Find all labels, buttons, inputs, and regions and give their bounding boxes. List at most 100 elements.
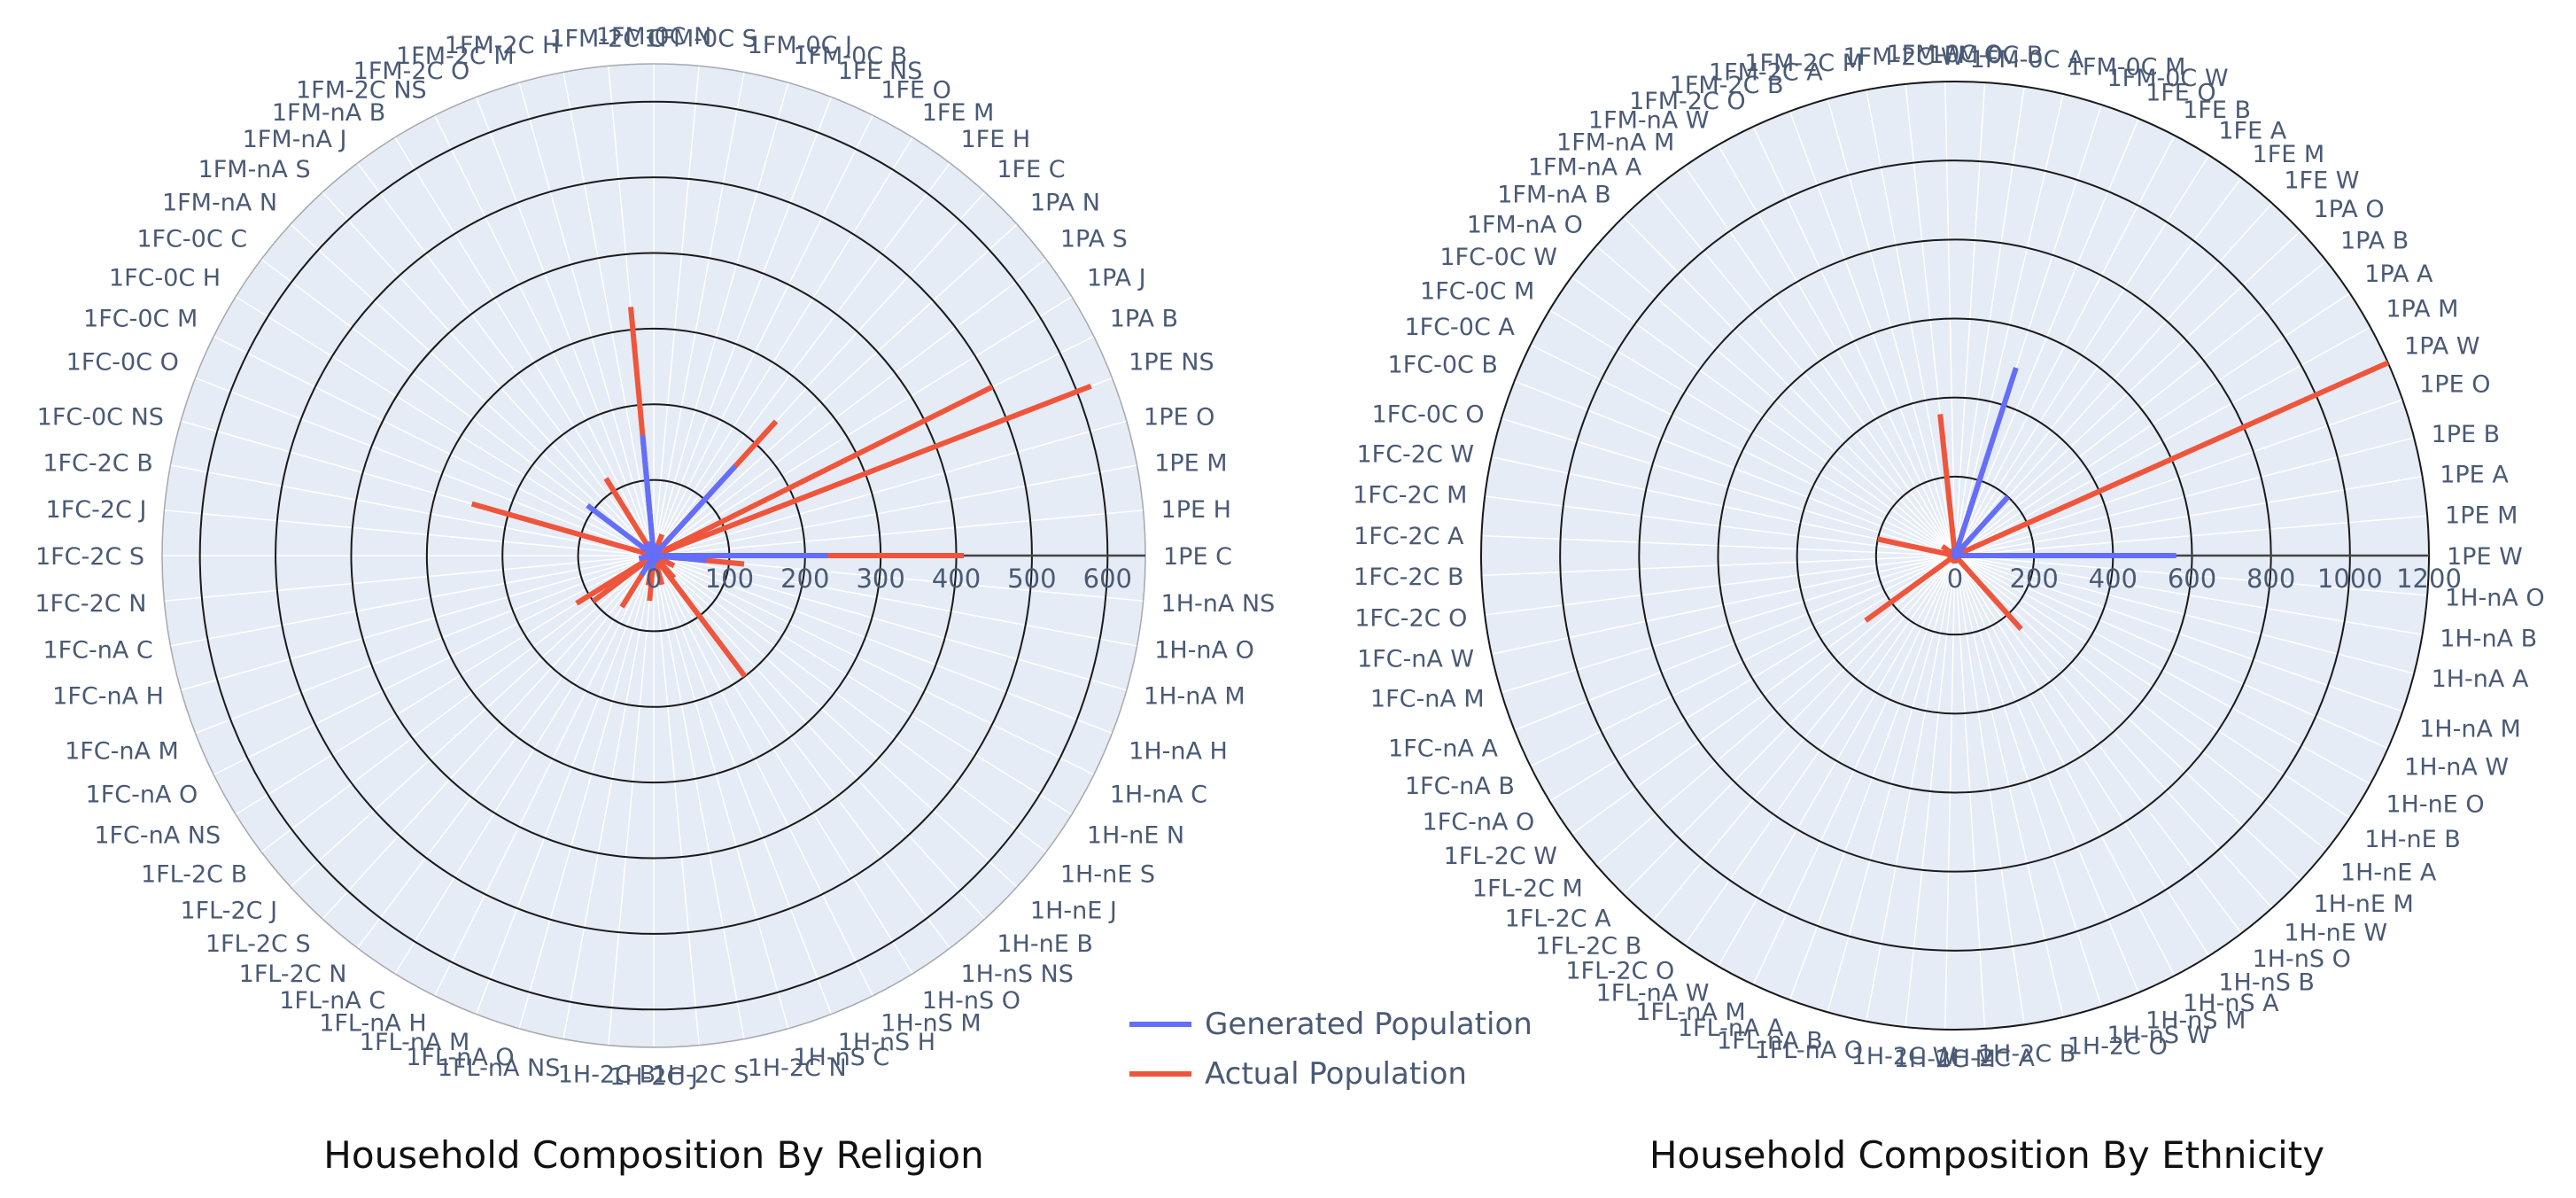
angular-tick-label: 1FM-2C NS [296, 76, 427, 104]
angular-grid-line [653, 555, 1047, 853]
angular-tick-label: 1FE A [2218, 117, 2286, 144]
angular-tick-label: 1H-2C M [1894, 1046, 1996, 1073]
angular-grid-line [563, 555, 655, 1039]
angular-grid-line [653, 114, 874, 556]
angular-tick-label: 1H-nE B [2364, 826, 2461, 853]
radial-tick-label: 400 [2089, 564, 2138, 594]
angular-grid-line [653, 97, 833, 556]
angular-tick-label: 1PE NS [1129, 348, 1214, 376]
actual-bar [1877, 536, 1956, 558]
angular-tick-label: 1FL-nA O [1755, 1037, 1863, 1064]
angular-grid-line [164, 510, 655, 556]
angular-tick-label: 1FC-0C H [109, 264, 221, 292]
angular-grid-line [653, 555, 874, 997]
angular-grid-line [356, 555, 655, 949]
angular-grid-line [653, 223, 1018, 556]
angular-tick-label: 1FE B [2183, 97, 2251, 124]
angular-tick-label: 1FE O [2145, 79, 2216, 106]
angular-tick-label: 1FC-0C O [66, 348, 179, 376]
angular-grid-line [653, 136, 913, 556]
angular-tick-label: 1PE A [2440, 461, 2509, 488]
angular-grid-line [563, 72, 655, 556]
angular-tick-label: 1FC-nA A [1388, 735, 1498, 762]
generated-bar [651, 464, 738, 558]
radial-tick-label: 0 [646, 564, 662, 594]
angular-grid-line [394, 555, 655, 975]
angular-tick-label: 1H-2C O [2068, 1032, 2168, 1060]
angular-tick-label: 1FM-0C N [596, 23, 712, 51]
angular-grid-line [653, 464, 1137, 556]
angular-grid-line [260, 555, 655, 853]
angular-tick-label: 1FM-nA M [1556, 128, 1674, 156]
angular-tick-label: 1PE W [2447, 543, 2523, 571]
angular-tick-label: 1FC-0C M [1420, 277, 1534, 305]
angular-tick-label: 1H-nA B [2440, 626, 2537, 653]
angular-tick-label: 1H-nE N [1087, 822, 1184, 850]
angular-tick-label: 1FC-0C B [1388, 352, 1498, 379]
radial-tick-label: 200 [780, 564, 829, 594]
legend: Generated Population Actual Population [1129, 1007, 1532, 1092]
angular-grid-line [433, 114, 655, 556]
angular-tick-label: 1FM-nA N [162, 190, 277, 217]
angular-tick-label: 1H-nS NS [961, 961, 1074, 988]
angular-grid-line [653, 555, 1073, 815]
radial-tick-label: 600 [1083, 564, 1132, 594]
radial-tick-label: 300 [856, 564, 904, 594]
angular-tick-label: 1H-nS M [2145, 1007, 2246, 1035]
angular-grid-line [653, 555, 1137, 647]
angular-tick-label: 1PA S [1060, 225, 1128, 253]
angular-grid-line [653, 555, 789, 1030]
angular-tick-label: 1FL-2C B [1535, 933, 1641, 961]
ethnicity-chart-title: Household Composition By Ethnicity [1649, 1133, 2324, 1177]
angular-tick-label: 1FL-2C B [141, 861, 247, 889]
radial-tick-label: 500 [1007, 564, 1056, 594]
angular-tick-label: 1FL-nA H [319, 1010, 427, 1038]
angular-grid-line [653, 555, 1018, 888]
angular-tick-label: 1PE B [2432, 421, 2501, 448]
angular-tick-label: 1H-nS H [838, 1029, 935, 1056]
angular-tick-label: 1H-nA O [2445, 584, 2545, 611]
angular-grid-line [653, 296, 1073, 556]
angular-tick-label: 1PA N [1030, 190, 1100, 217]
angular-grid-line [653, 555, 986, 920]
angular-grid-line [195, 555, 655, 735]
angular-grid-line [213, 555, 655, 776]
legend-actual-label: Actual Population [1205, 1056, 1467, 1092]
angular-tick-label: 1FM-2C A [1709, 58, 1823, 86]
actual-bar [592, 553, 656, 603]
angular-tick-label: 1PE M [1154, 449, 1227, 477]
angular-tick-label: 1H-nA NS [1161, 590, 1276, 618]
radial-tick-label: 1000 [2317, 564, 2383, 594]
angular-tick-label: 1FL-nA M [1635, 999, 1745, 1026]
angular-grid-line [653, 162, 951, 556]
generated-bar [586, 503, 656, 558]
angular-grid-line [235, 296, 655, 556]
angular-tick-label: 1H-nS M [881, 1010, 981, 1038]
angular-tick-label: 1H-nA O [1154, 637, 1254, 665]
angular-tick-label: 1FC-nA M [1370, 685, 1485, 712]
angular-tick-label: 1PE M [2445, 502, 2518, 530]
angular-grid-line [518, 555, 655, 1030]
angular-grid-line [653, 510, 1144, 556]
angular-tick-label: 1FL-nA M [360, 1029, 469, 1056]
radial-tick-label: 1200 [2396, 564, 2462, 594]
angular-tick-label: 1FC-0C NS [37, 404, 164, 432]
angular-tick-label: 1FM-nA J [243, 126, 347, 153]
angular-tick-label: 1FC-nA C [43, 637, 152, 665]
angular-tick-label: 1FM-2C H [445, 32, 561, 59]
radial-tick-label: 400 [932, 564, 981, 594]
angular-grid-line [290, 223, 655, 556]
angular-tick-label: 1FL-2C J [180, 897, 277, 924]
angular-grid-line [475, 97, 655, 556]
generated-bar [640, 434, 656, 556]
angular-tick-label: 1H-2C W [1851, 1043, 1957, 1070]
angular-grid-line [213, 335, 655, 556]
angular-tick-label: 1FL-2C W [1444, 843, 1557, 870]
angular-tick-label: 1FL-2C N [239, 961, 347, 988]
angular-tick-label: 1FM-2C M [1744, 50, 1863, 77]
angular-tick-label: 1FL-nA NS [438, 1054, 561, 1082]
angular-tick-label: 1H-2C J [609, 1063, 698, 1091]
angular-tick-label: 1H-2C S [653, 1062, 749, 1089]
angular-tick-label: 1H-nE J [1030, 897, 1117, 924]
